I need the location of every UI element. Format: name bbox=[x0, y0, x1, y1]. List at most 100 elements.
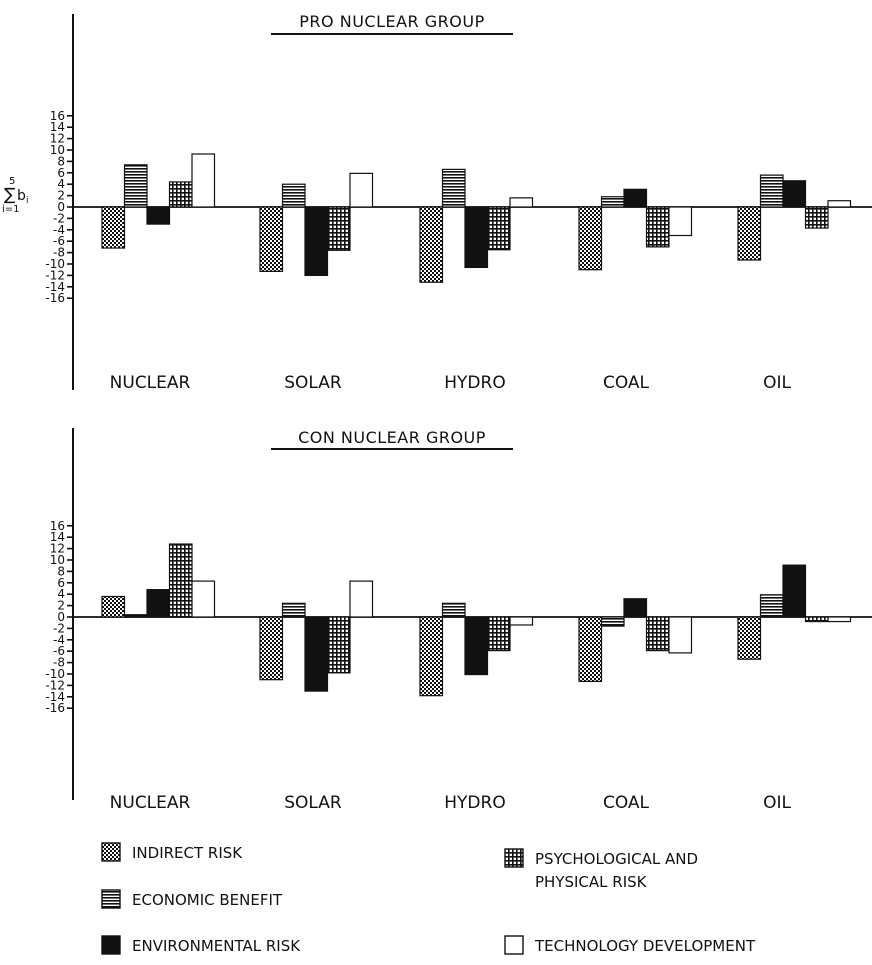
bar-hydro-series-2 bbox=[441, 602, 466, 618]
legend: INDIRECT RISK ECONOMIC BENEFIT ENVIRONMENT… bbox=[101, 842, 756, 955]
y-tick-label: -2 bbox=[53, 211, 65, 225]
y-tick-label: 8 bbox=[57, 564, 65, 578]
bar-coal-series-4 bbox=[645, 206, 670, 248]
category-label: SOLAR bbox=[284, 793, 342, 813]
y-tick-label: 4 bbox=[57, 587, 65, 601]
bar-oil-series-3 bbox=[782, 564, 807, 618]
bar-oil-series-1 bbox=[737, 616, 762, 660]
y-tick-label: 10 bbox=[50, 553, 65, 567]
category-label: NUCLEAR bbox=[110, 793, 191, 813]
bar-coal-series-1 bbox=[578, 206, 603, 271]
y-tick-label: 4 bbox=[57, 177, 65, 191]
bar-hydro-series-1 bbox=[419, 616, 444, 697]
bar-oil-series-5 bbox=[827, 616, 852, 623]
bar-oil-series-5 bbox=[827, 200, 852, 208]
legend-label-line2: PHYSICAL RISK bbox=[535, 873, 648, 891]
y-tick-label: -12 bbox=[45, 268, 65, 282]
y-tick-label: 6 bbox=[57, 166, 65, 180]
sum-upper-limit: 5 bbox=[9, 176, 15, 187]
y-tick-label: 14 bbox=[50, 120, 65, 134]
bar-hydro-series-1 bbox=[419, 206, 444, 283]
bar-coal-series-2 bbox=[600, 616, 625, 627]
bar-solar-series-2 bbox=[281, 183, 306, 208]
bar-nuclear-series-5 bbox=[191, 153, 216, 208]
legend-label: ECONOMIC BENEFIT bbox=[132, 891, 283, 909]
bar-hydro-series-3 bbox=[464, 206, 489, 269]
bar-oil-series-2 bbox=[759, 594, 784, 618]
legend-label: ENVIRONMENTAL RISK bbox=[132, 937, 301, 955]
y-tick-label: 14 bbox=[50, 530, 65, 544]
bar-nuclear-series-3 bbox=[146, 206, 171, 225]
bar-solar-series-3 bbox=[304, 616, 329, 692]
y-tick-label: 12 bbox=[50, 132, 65, 146]
bar-hydro-series-4 bbox=[486, 616, 511, 652]
legend-label: TECHNOLOGY DEVELOPMENT bbox=[534, 937, 756, 955]
bar-nuclear-series-2 bbox=[123, 164, 148, 208]
legend-swatch bbox=[504, 848, 524, 868]
bar-solar-series-4 bbox=[326, 616, 351, 674]
legend-item-5: TECHNOLOGY DEVELOPMENT bbox=[504, 935, 756, 955]
y-tick-label: 0 bbox=[57, 610, 65, 624]
y-tick-label: 2 bbox=[57, 189, 65, 203]
y-tick-label: -6 bbox=[53, 234, 65, 248]
y-tick-label: -4 bbox=[53, 633, 65, 647]
legend-swatch bbox=[101, 935, 121, 955]
y-tick-label: -2 bbox=[53, 621, 65, 635]
legend-swatch bbox=[101, 842, 121, 862]
category-label: NUCLEAR bbox=[110, 373, 191, 393]
bar-hydro-series-2 bbox=[441, 168, 466, 208]
y-tick-label: 12 bbox=[50, 542, 65, 556]
category-label: COAL bbox=[603, 793, 650, 813]
y-tick-label: 16 bbox=[50, 109, 65, 123]
bar-solar-series-1 bbox=[259, 206, 284, 273]
bar-nuclear-series-5 bbox=[191, 580, 216, 618]
bar-hydro-series-5 bbox=[509, 197, 534, 208]
bar-nuclear-series-3 bbox=[146, 589, 171, 618]
y-tick-label: -14 bbox=[45, 690, 65, 704]
y-tick-label: 8 bbox=[57, 154, 65, 168]
legend-item-1: INDIRECT RISK bbox=[101, 842, 243, 862]
bar-coal-series-1 bbox=[578, 616, 603, 683]
chart-panel-1: PRO NUCLEAR GROUP1614121086420-2-4-6-8-1… bbox=[2, 12, 872, 393]
y-tick-label: -10 bbox=[45, 257, 65, 271]
bar-nuclear-series-1 bbox=[101, 595, 126, 618]
y-tick-label: -16 bbox=[45, 291, 65, 305]
sum-subscript: i bbox=[26, 196, 29, 206]
y-tick-label: 6 bbox=[57, 576, 65, 590]
y-tick-label: -12 bbox=[45, 678, 65, 692]
chart-title: CON NUCLEAR GROUP bbox=[298, 428, 486, 447]
bar-oil-series-4 bbox=[804, 616, 829, 623]
category-label: COAL bbox=[603, 373, 650, 393]
chart-title: PRO NUCLEAR GROUP bbox=[299, 12, 484, 31]
y-tick-label: -14 bbox=[45, 280, 65, 294]
y-tick-label: -10 bbox=[45, 667, 65, 681]
legend-swatch bbox=[101, 889, 121, 909]
bar-nuclear-series-4 bbox=[168, 181, 193, 208]
sum-symbol: ∑ bbox=[4, 185, 16, 205]
legend-item-4: PSYCHOLOGICAL AND PHYSICAL RISK bbox=[504, 848, 698, 891]
legend-label: INDIRECT RISK bbox=[132, 844, 243, 862]
bar-nuclear-series-1 bbox=[101, 206, 126, 249]
category-label: HYDRO bbox=[444, 373, 505, 393]
bar-coal-series-3 bbox=[623, 188, 648, 208]
bar-nuclear-series-2 bbox=[123, 614, 148, 618]
bar-oil-series-1 bbox=[737, 206, 762, 261]
y-tick-label: 2 bbox=[57, 599, 65, 613]
y-axis-label: 5∑ b i i=1 bbox=[2, 176, 29, 215]
legend-item-2: ECONOMIC BENEFIT bbox=[101, 889, 283, 909]
chart-panel-2: CON NUCLEAR GROUP1614121086420-2-4-6-8-1… bbox=[45, 428, 872, 813]
bar-hydro-series-4 bbox=[486, 206, 511, 251]
y-tick-label: 10 bbox=[50, 143, 65, 157]
bar-coal-series-2 bbox=[600, 196, 625, 208]
bar-coal-series-4 bbox=[645, 616, 670, 652]
bar-solar-series-5 bbox=[349, 580, 374, 618]
sum-term: b bbox=[17, 188, 26, 204]
category-label: OIL bbox=[763, 793, 791, 813]
y-tick-label: -6 bbox=[53, 644, 65, 658]
y-tick-label: -4 bbox=[53, 223, 65, 237]
bar-solar-series-5 bbox=[349, 172, 374, 208]
bar-hydro-series-3 bbox=[464, 616, 489, 676]
bar-nuclear-series-4 bbox=[168, 543, 193, 618]
y-tick-label: 16 bbox=[50, 519, 65, 533]
